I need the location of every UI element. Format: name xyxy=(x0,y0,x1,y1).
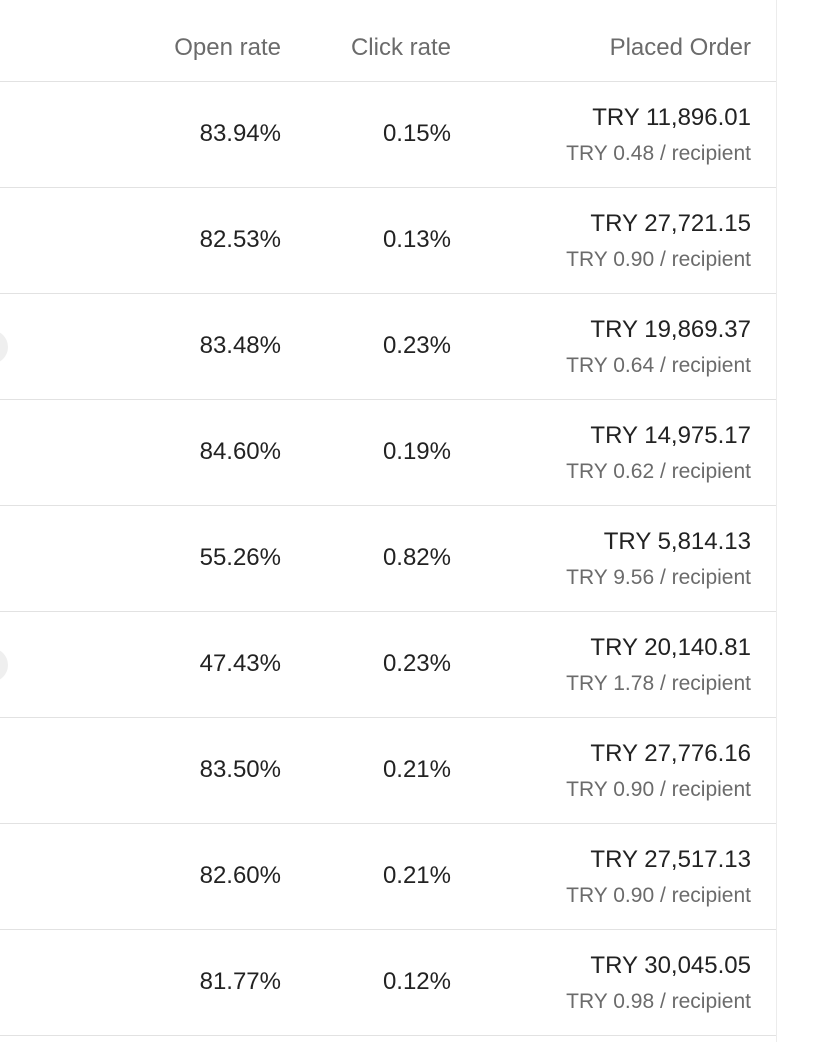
click-rate: 0.12% xyxy=(382,968,451,995)
row-divider xyxy=(0,399,776,400)
row-divider xyxy=(0,187,776,188)
row-divider xyxy=(0,505,776,506)
placed-order: TRY 5,814.13 xyxy=(603,528,751,555)
per-recipient: TRY 0.62 / recipient xyxy=(566,460,751,483)
click-rate: 0.23% xyxy=(382,650,451,677)
row-divider xyxy=(0,293,776,294)
open-rate: 84.60% xyxy=(199,438,281,465)
click-rate: 0.21% xyxy=(382,862,451,889)
row-divider xyxy=(0,717,776,718)
open-rate: 82.60% xyxy=(199,862,281,889)
click-rate: 0.23% xyxy=(382,332,451,359)
per-recipient: TRY 1.78 / recipient xyxy=(566,672,751,695)
placed-order: TRY 20,140.81 xyxy=(590,634,751,661)
per-recipient: TRY 0.64 / recipient xyxy=(566,354,751,377)
row-divider xyxy=(0,823,776,824)
per-recipient: TRY 0.90 / recipient xyxy=(566,884,751,907)
row-divider xyxy=(0,929,776,930)
column-header[interactable]: Open rate xyxy=(174,34,281,61)
open-rate: 55.26% xyxy=(199,544,281,571)
click-rate: 0.19% xyxy=(382,438,451,465)
per-recipient: TRY 0.90 / recipient xyxy=(566,248,751,271)
open-rate: 47.43% xyxy=(199,650,281,677)
column-header[interactable]: Click rate xyxy=(350,34,451,61)
column-header[interactable]: Placed Order xyxy=(609,34,751,61)
placed-order: TRY 27,776.16 xyxy=(590,740,751,767)
placed-order: TRY 11,896.01 xyxy=(592,104,751,131)
per-recipient: TRY 0.90 / recipient xyxy=(566,778,751,801)
click-rate: 0.15% xyxy=(382,120,451,147)
header-divider xyxy=(0,81,776,82)
open-rate: 83.94% xyxy=(199,120,281,147)
placed-order: TRY 14,975.17 xyxy=(590,422,751,449)
open-rate: 83.48% xyxy=(199,332,281,359)
open-rate: 83.50% xyxy=(199,756,281,783)
click-rate: 0.13% xyxy=(382,226,451,253)
open-rate: 81.77% xyxy=(199,968,281,995)
table-edge xyxy=(776,0,777,1042)
row-control[interactable] xyxy=(0,330,8,364)
click-rate: 0.21% xyxy=(382,756,451,783)
placed-order: TRY 27,517.13 xyxy=(590,846,751,873)
row-control[interactable] xyxy=(0,648,8,682)
per-recipient: TRY 9.56 / recipient xyxy=(566,566,751,589)
row-divider xyxy=(0,1035,776,1036)
placed-order: TRY 27,721.15 xyxy=(590,210,751,237)
click-rate: 0.82% xyxy=(382,544,451,571)
row-divider xyxy=(0,611,776,612)
per-recipient: TRY 0.98 / recipient xyxy=(566,990,751,1013)
per-recipient: TRY 0.48 / recipient xyxy=(566,142,751,165)
open-rate: 82.53% xyxy=(199,226,281,253)
placed-order: TRY 19,869.37 xyxy=(590,316,751,343)
placed-order: TRY 30,045.05 xyxy=(590,952,751,979)
